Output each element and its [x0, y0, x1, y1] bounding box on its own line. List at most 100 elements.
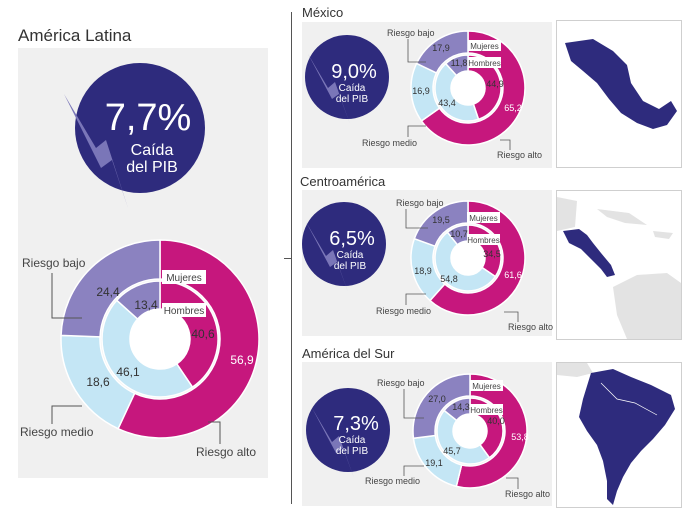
centro-donut-hole	[451, 241, 485, 275]
sur-mujeres-tag-bg	[470, 380, 503, 391]
mexico-outer-bajo: 17,9	[432, 43, 450, 53]
centro-outer-riesgo-alto-slice	[428, 200, 526, 316]
sur-inner-bajo: 14,3	[452, 402, 470, 412]
sur-leader-alto	[506, 477, 519, 489]
latam-del-pib: del PIB	[126, 159, 178, 176]
centro-outer-alto: 61,6	[504, 270, 522, 280]
mexico-map	[556, 20, 682, 168]
latam-gdp-value: 7,7%	[105, 97, 192, 139]
centro-mujeres-tag: Mujeres	[469, 214, 497, 223]
centro-inner-bajo: 10,7	[450, 229, 468, 239]
latam-inner-bajo: 13,4	[134, 298, 158, 312]
south-america-shape-grey	[613, 273, 681, 339]
latam-hombres-tag-bg	[162, 303, 206, 317]
centro-leader-medio	[405, 293, 426, 305]
sur-gdp-value: 7,3%	[333, 413, 379, 435]
centro-label-medio: Riesgo medio	[376, 306, 431, 316]
latam-leader-medio	[51, 405, 82, 424]
latam-hombres-tag: Hombres	[164, 306, 205, 317]
mexico-hombres-tag: Hombres	[468, 59, 500, 68]
sur-hombres-tag-bg	[470, 404, 503, 415]
south-america-shape	[579, 369, 675, 505]
centro-label-bajo: Riesgo bajo	[396, 198, 444, 208]
centro-leader-bajo	[405, 209, 428, 229]
mexico-bolt-icon	[308, 54, 350, 124]
centro-map	[556, 190, 682, 340]
sur-inner-riesgo-bajo-slice	[443, 397, 471, 422]
latam-title: América Latina	[18, 26, 132, 45]
sur-outer-riesgo-bajo-slice	[412, 373, 471, 440]
sur-gdp-circle	[306, 388, 390, 472]
sur-bolt-icon	[312, 408, 354, 478]
latam-outer-riesgo-bajo-slice	[60, 239, 161, 338]
sur-title: América del Sur	[302, 346, 395, 361]
centro-gdp-circle	[302, 202, 386, 286]
latam-label-alto: Riesgo alto	[196, 445, 256, 459]
mexico-leader-bajo	[407, 39, 426, 63]
sur-inner-medio: 45,7	[443, 446, 461, 456]
mexico-inner-bajo: 11,8	[451, 58, 468, 68]
centro-outer-medio: 18,9	[414, 266, 432, 276]
mexico-label-bajo: Riesgo bajo	[387, 28, 435, 38]
sur-hombres-tag: Hombres	[470, 406, 502, 415]
mexico-label-medio: Riesgo medio	[362, 138, 417, 148]
mexico-label-alto: Riesgo alto	[497, 150, 542, 160]
sur-donut	[412, 373, 528, 489]
mexico-outer-alto: 65,2	[504, 103, 522, 113]
centro-inner-medio: 54,8	[440, 274, 458, 284]
mexico-outer-riesgo-bajo-slice	[415, 30, 469, 74]
mexico-title: México	[302, 5, 344, 20]
bracket-line	[291, 12, 292, 504]
latam-label-medio: Riesgo medio	[20, 425, 94, 439]
mexico-leader-alto	[500, 139, 511, 150]
latam-outer-riesgo-alto-slice	[117, 239, 260, 439]
centro-title: Centroamérica	[300, 174, 386, 189]
bracket-tick	[284, 258, 291, 259]
latam-label-bajo: Riesgo bajo	[22, 256, 86, 270]
sur-donut-hole	[453, 414, 487, 448]
sur-del-pib: del PIB	[336, 446, 369, 457]
mexico-shape-grey	[557, 197, 577, 231]
mexico-inner-medio: 43,4	[438, 98, 456, 108]
sur-outer-riesgo-alto-slice	[455, 373, 528, 489]
centro-hombres-tag-bg	[467, 234, 500, 245]
mexico-mujeres-tag: Mujeres	[470, 42, 498, 51]
latam-bolt-icon	[64, 94, 128, 208]
mexico-mujeres-tag-bg	[468, 40, 501, 51]
centro-inner-riesgo-medio-slice	[434, 231, 497, 292]
caribbean-islands-shape	[597, 209, 673, 239]
centro-leader-alto	[504, 311, 519, 322]
sur-label-bajo: Riesgo bajo	[377, 378, 425, 388]
centro-label-alto: Riesgo alto	[508, 322, 553, 332]
sur-caida: Caída	[339, 435, 366, 446]
mexico-leader-medio	[407, 125, 426, 137]
latam-inner-alto: 40,6	[191, 327, 215, 341]
centro-outer-bajo: 19,5	[432, 215, 450, 225]
centro-del-pib: del PIB	[334, 261, 367, 272]
latam-donut	[60, 239, 260, 439]
centro-donut	[410, 200, 526, 316]
sur-leader-bajo	[403, 389, 424, 419]
centro-mujeres-tag-bg	[467, 212, 500, 223]
sur-outer-medio: 19,1	[425, 458, 443, 468]
latam-mujeres-tag: Mujeres	[166, 273, 202, 284]
centro-hombres-tag: Hombres	[467, 236, 499, 245]
sur-leader-medio	[403, 465, 424, 476]
centro-inner-alto: 34,5	[483, 249, 501, 259]
mexico-donut-hole	[451, 71, 485, 105]
mexico-caida: Caída	[339, 83, 366, 94]
latam-leader-alto	[208, 421, 221, 444]
mexico-shape	[565, 39, 677, 129]
centro-gdp-value: 6,5%	[329, 228, 375, 250]
sur-mujeres-tag: Mujeres	[472, 382, 500, 391]
latam-outer-bajo: 24,4	[96, 285, 120, 299]
latam-inner-medio: 46,1	[116, 365, 140, 379]
mexico-inner-alto: 44,9	[486, 79, 504, 89]
sur-outer-alto: 53,8	[511, 432, 529, 442]
latam-mujeres-tag-bg	[162, 270, 206, 284]
latam-donut-hole	[130, 309, 190, 369]
sur-label-medio: Riesgo medio	[365, 476, 420, 486]
sur-central-grey	[557, 363, 593, 377]
